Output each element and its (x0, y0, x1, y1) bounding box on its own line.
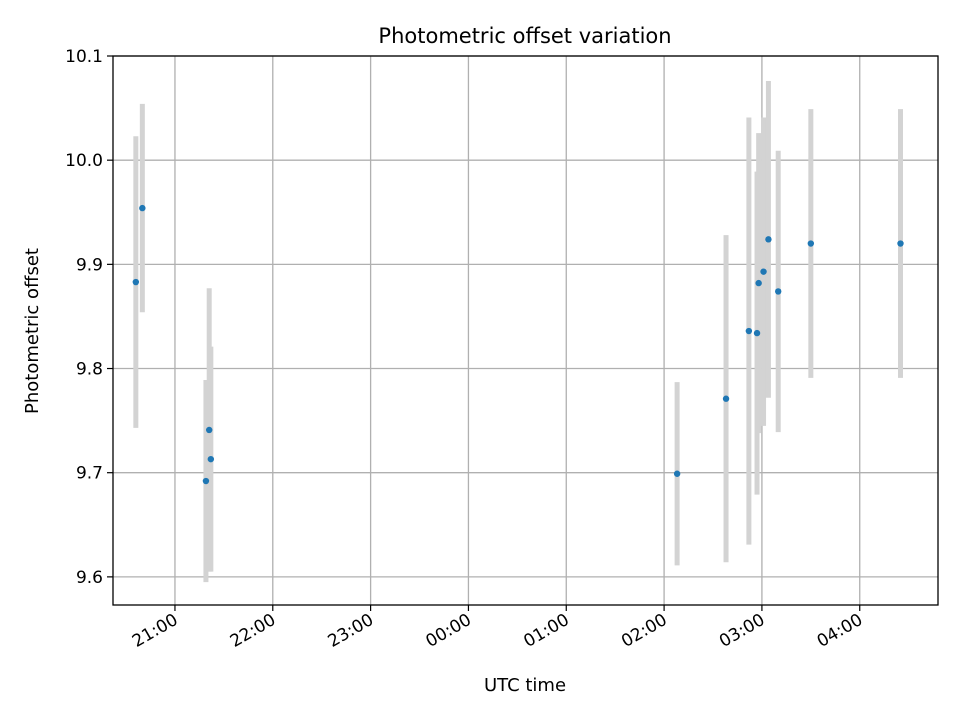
data-point (807, 240, 815, 247)
y-tick-label: 9.7 (76, 464, 103, 484)
y-tick-label: 9.8 (76, 360, 103, 380)
data-point (205, 426, 213, 434)
data-point (753, 329, 761, 337)
y-axis-title: Photometric offset (22, 248, 43, 414)
data-point (765, 236, 772, 243)
y-axis: 9.6 9.7 9.8 9.9 10.0 10.1 (65, 47, 113, 588)
x-axis-title: UTC time (484, 675, 566, 696)
data-point (760, 268, 767, 275)
y-tick-label: 9.6 (76, 568, 103, 588)
data-point (755, 279, 762, 287)
y-tick-label: 10.1 (65, 47, 103, 67)
data-points (132, 204, 904, 485)
chart-title: Photometric offset variation (378, 24, 671, 48)
data-point (139, 204, 146, 212)
data-point (722, 395, 730, 402)
data-point (202, 477, 210, 485)
y-tick-label: 10.0 (65, 151, 103, 171)
data-point (132, 278, 140, 286)
data-point (745, 327, 753, 335)
y-tick-label: 9.9 (76, 255, 103, 275)
data-point (207, 455, 215, 463)
plot-frame (112, 55, 939, 606)
data-point (897, 240, 904, 247)
data-point (775, 288, 782, 295)
data-point (673, 470, 681, 477)
